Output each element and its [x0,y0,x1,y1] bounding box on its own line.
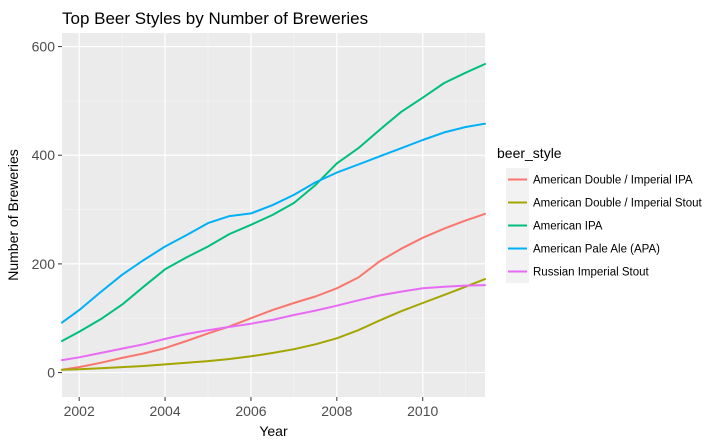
x-tick-label: 2006 [235,403,266,419]
legend-label: Russian Imperial Stout [533,267,649,279]
series-line [61,278,486,371]
x-tick-label: 2008 [321,403,352,419]
series-line [61,284,486,362]
legend-label: American Double / Imperial IPA [533,175,693,187]
legend: beer_style American Double / Imperial IP… [497,145,703,283]
series-line [61,63,486,342]
y-tick-label: 600 [32,39,56,55]
legend-label: American Pale Ale (APA) [533,244,660,256]
y-tick-label: 200 [32,256,56,272]
minor-gridlines [62,33,485,397]
y-axis-title: Number of Breweries [5,149,21,281]
x-tick-label: 2004 [149,403,180,419]
legend-items: American Double / Imperial IPA American D… [506,168,703,283]
legend-title: beer_style [497,145,562,161]
y-tick-label: 400 [32,147,56,163]
legend-label: American IPA [533,221,603,233]
y-axis-ticks: 0 200 400 600 [32,39,62,381]
series-lines [61,63,486,371]
chart-title: Top Beer Styles by Number of Breweries [62,9,368,28]
major-gridlines [62,33,485,397]
x-tick-label: 2010 [407,403,438,419]
x-axis-title: Year [259,423,288,439]
legend-label: American Double / Imperial Stout [533,198,703,210]
y-tick-label: 0 [47,365,55,381]
series-line [61,122,486,324]
x-tick-label: 2002 [64,403,95,419]
series-line [61,212,486,371]
x-axis-ticks: 2002 2004 2006 2008 2010 [64,397,439,419]
